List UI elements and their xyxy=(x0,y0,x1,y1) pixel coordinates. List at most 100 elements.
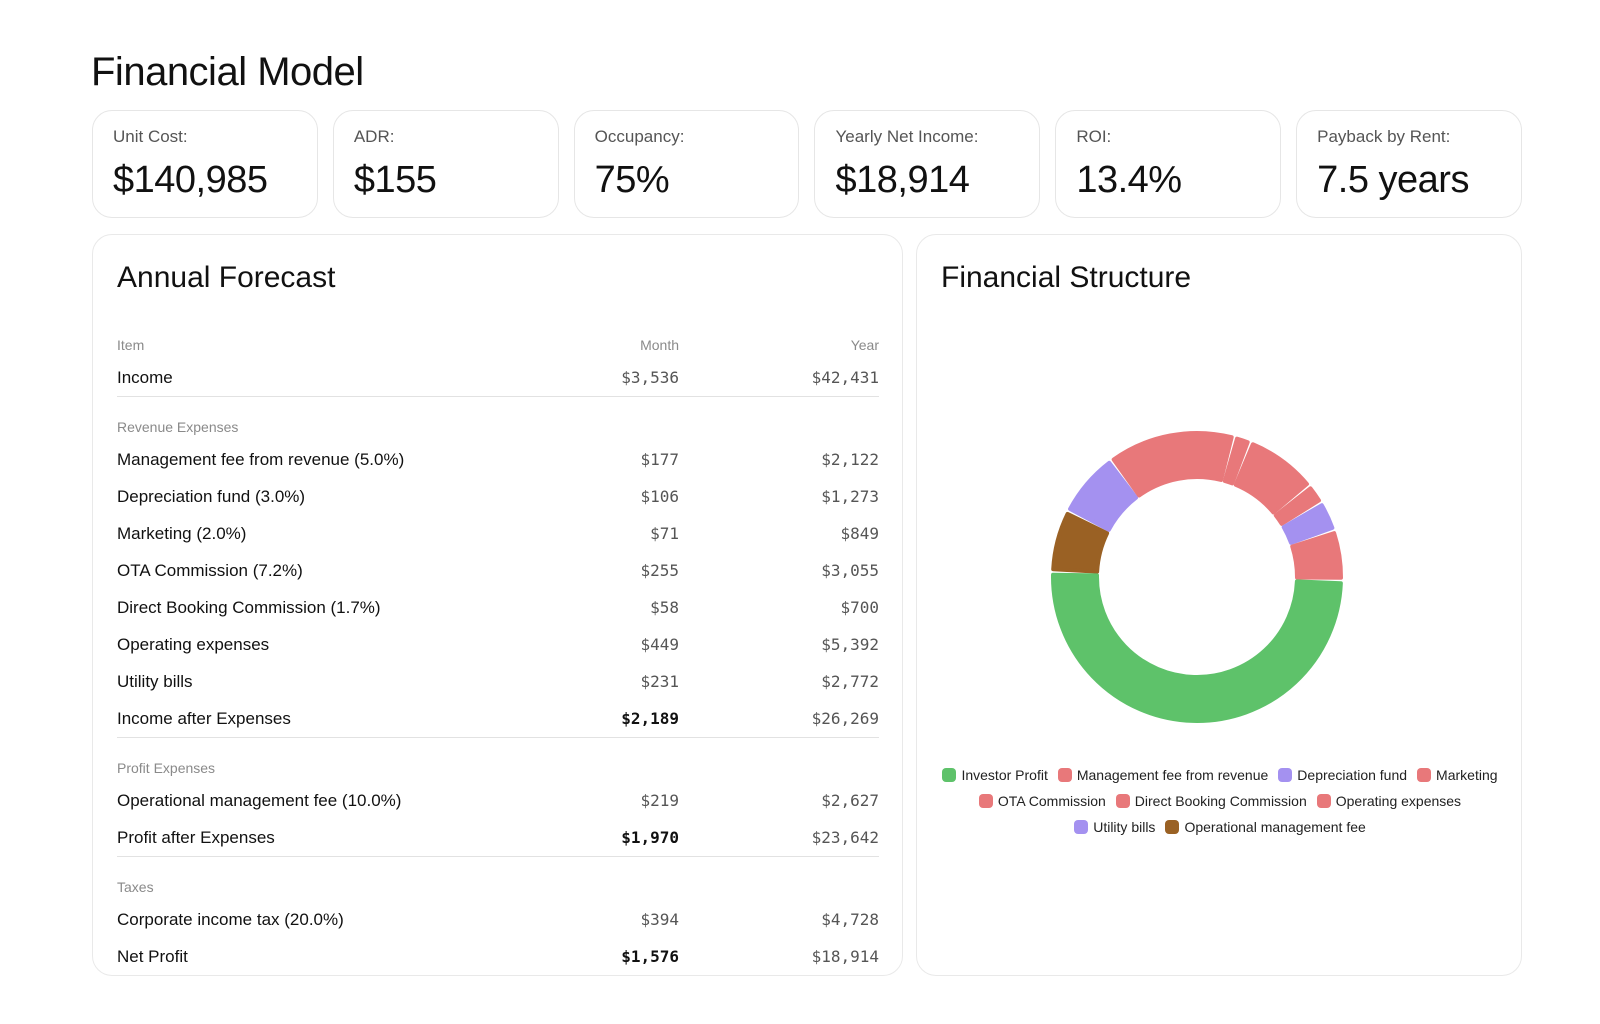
section-header-row: Taxes xyxy=(117,857,879,902)
row-month-value: $106 xyxy=(640,487,679,506)
kpi-value: $140,985 xyxy=(113,159,268,201)
table-row: Profit after Expenses $1,970 $23,642 xyxy=(117,819,879,857)
row-month-value: $177 xyxy=(640,450,679,469)
donut-slice xyxy=(1111,431,1234,498)
row-label: Income after Expenses xyxy=(117,700,559,738)
row-label: Operating expenses xyxy=(117,634,270,654)
kpi-card-yearly-net-income: Yearly Net Income: $18,914 xyxy=(814,110,1041,218)
annual-forecast-panel: Annual Forecast Item Month Year Income $3… xyxy=(92,234,903,976)
legend-label: OTA Commission xyxy=(997,793,1106,809)
row-year-value: $4,728 xyxy=(821,910,879,929)
row-year-value: $1,273 xyxy=(821,487,879,506)
kpi-label: ROI: xyxy=(1076,127,1112,146)
kpi-label: Occupancy: xyxy=(594,127,685,146)
table-row: Corporate income tax (20.0%) $394 $4,728 xyxy=(117,901,879,938)
section-label: Profit Expenses xyxy=(117,760,216,776)
row-month-value: $1,970 xyxy=(559,819,679,857)
row-year-value: $2,772 xyxy=(821,672,879,691)
forecast-header-row: Item Month Year xyxy=(117,315,879,359)
kpi-value: 13.4% xyxy=(1076,159,1182,201)
row-label: Depreciation fund (3.0%) xyxy=(117,486,306,506)
header-year: Year xyxy=(850,337,879,353)
kpi-value: 7.5 years xyxy=(1317,159,1469,201)
section-label: Revenue Expenses xyxy=(117,419,239,435)
kpi-card-unit-cost: Unit Cost: $140,985 xyxy=(92,110,318,218)
table-row: Operational management fee (10.0%) $219 $2… xyxy=(117,782,879,819)
donut-slice xyxy=(1068,460,1139,532)
donut-slice xyxy=(1281,503,1335,545)
row-label: Corporate income tax (20.0%) xyxy=(117,909,344,929)
legend-label: Direct Booking Commission xyxy=(1134,793,1307,809)
financial-structure-panel: Financial Structure Investor Profit Manag… xyxy=(916,234,1522,976)
row-month-value: $71 xyxy=(650,524,679,543)
row-label: Utility bills xyxy=(117,671,193,691)
legend-label: Depreciation fund xyxy=(1297,767,1408,783)
kpi-value: 75% xyxy=(594,159,670,201)
legend-swatch xyxy=(1074,820,1089,834)
legend-swatch xyxy=(978,794,993,808)
table-row: Marketing (2.0%) $71 $849 xyxy=(117,515,879,552)
row-month-value: $255 xyxy=(640,561,679,580)
table-row: Depreciation fund (3.0%) $106 $1,273 xyxy=(117,478,879,515)
row-year-value: $849 xyxy=(840,524,879,543)
row-year-value: $2,627 xyxy=(821,791,879,810)
row-month-value: $231 xyxy=(640,672,679,691)
legend-item: Operational management fee xyxy=(1165,819,1366,835)
kpi-label: Yearly Net Income: xyxy=(835,127,979,146)
legend-item: Depreciation fund xyxy=(1278,767,1407,783)
table-row: Utility bills $231 $2,772 xyxy=(117,663,879,700)
legend-swatch xyxy=(942,768,957,782)
table-row: OTA Commission (7.2%) $255 $3,055 xyxy=(117,552,879,589)
legend-item: Management fee from revenue xyxy=(1057,767,1268,783)
table-row: Net Profit $1,576 $18,914 xyxy=(117,938,879,975)
legend-swatch xyxy=(1278,768,1293,782)
legend-label: Utility bills xyxy=(1093,819,1156,835)
row-year-value: $5,392 xyxy=(821,635,879,654)
table-row: Management fee from revenue (5.0%) $177 $2… xyxy=(117,441,879,478)
kpi-label: ADR: xyxy=(353,127,395,146)
row-month-value: $2,189 xyxy=(559,700,679,738)
row-month-value: $58 xyxy=(650,598,679,617)
kpi-card-adr: ADR: $155 xyxy=(332,110,559,218)
table-row: Income $3,536 $42,431 xyxy=(117,359,879,397)
row-month-value: $219 xyxy=(640,791,679,810)
row-year-value: $2,122 xyxy=(821,450,879,469)
row-year-value: $23,642 xyxy=(679,819,879,857)
section-header-row: Profit Expenses xyxy=(117,738,879,783)
legend-swatch xyxy=(1165,820,1180,834)
row-label: Management fee from revenue (5.0%) xyxy=(117,449,405,469)
kpi-card-occupancy: Occupancy: 75% xyxy=(573,110,800,218)
header-item: Item xyxy=(117,337,145,353)
kpi-value: $155 xyxy=(353,159,437,201)
legend-label: Operating expenses xyxy=(1335,793,1462,809)
donut-chart xyxy=(1051,431,1343,723)
row-month-value: $3,536 xyxy=(559,359,679,397)
legend-item: Direct Booking Commission xyxy=(1115,793,1307,809)
kpi-card-payback: Payback by Rent: 7.5 years xyxy=(1296,110,1522,218)
kpi-row: Unit Cost: $140,985 ADR: $155 Occupancy:… xyxy=(92,110,1522,218)
row-label: OTA Commission (7.2%) xyxy=(117,560,303,580)
row-label: Marketing (2.0%) xyxy=(117,523,247,543)
section-header-row: Revenue Expenses xyxy=(117,397,879,442)
row-label: Direct Booking Commission (1.7%) xyxy=(117,597,381,617)
row-year-value: $18,914 xyxy=(811,947,879,966)
section-label: Taxes xyxy=(117,879,154,895)
legend-item: Marketing xyxy=(1417,767,1498,783)
row-month-value: $449 xyxy=(640,635,679,654)
donut-slice xyxy=(1051,572,1343,723)
annual-forecast-title: Annual Forecast xyxy=(117,261,336,294)
table-row: Operating expenses $449 $5,392 xyxy=(117,626,879,663)
row-month-value: $394 xyxy=(640,910,679,929)
kpi-card-roi: ROI: 13.4% xyxy=(1055,110,1282,218)
donut-slice xyxy=(1233,442,1309,515)
financial-structure-title: Financial Structure xyxy=(941,261,1192,294)
page-title: Financial Model xyxy=(91,50,364,94)
legend-item: Utility bills xyxy=(1074,819,1155,835)
row-label: Net Profit xyxy=(117,946,188,966)
donut-slice xyxy=(1051,511,1110,574)
legend-swatch xyxy=(1115,794,1130,808)
legend-label: Investor Profit xyxy=(961,767,1048,783)
row-year-value: $26,269 xyxy=(679,700,879,738)
kpi-value: $18,914 xyxy=(835,159,970,201)
legend-item: OTA Commission xyxy=(978,793,1106,809)
